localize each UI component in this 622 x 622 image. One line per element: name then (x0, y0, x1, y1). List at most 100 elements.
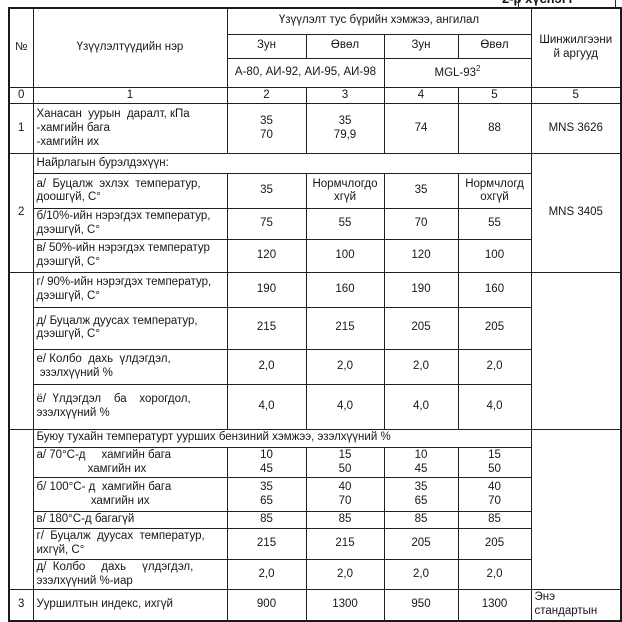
s2-row1-value-1: 55 (305, 208, 385, 240)
s2-row8-value-3: 40 70 (457, 477, 532, 513)
section2-method: MNS 3405 (530, 153, 622, 273)
s2-row7-value-3: 15 50 (457, 446, 532, 479)
s2-row4-name: д/ Буцалж дуусах температур, дээшгүй, С° (32, 306, 228, 350)
s2-row2-name: в/ 50%-ийн нэрэгдэх температур дээшгүй, … (32, 238, 228, 273)
colnum-5: 5 (457, 86, 532, 105)
s2-row7-value-0: 10 45 (226, 446, 307, 479)
colnum-0: 0 (8, 86, 34, 105)
s2-row0-name: а/ Буцалж эхлэх температур, доошгүй, С° (32, 173, 228, 210)
s2-row4-value-0: 215 (226, 306, 307, 350)
page-cut-line (518, 0, 519, 8)
colnum-2: 2 (226, 86, 307, 105)
s2-row6-value-0: 4,0 (226, 383, 307, 430)
s2-row9-value-3: 85 (457, 511, 532, 530)
s2-row2-value-2: 120 (383, 238, 459, 273)
colnum-6: 5 (530, 86, 622, 105)
header-season-winter-1: Өвөл (305, 33, 385, 59)
header-no: № (8, 7, 34, 88)
s2-row1-value-2: 70 (383, 208, 459, 240)
colnum-4: 4 (383, 86, 459, 105)
s2-row2-value-1: 100 (305, 238, 385, 273)
s2-row6-value-2: 4,0 (383, 383, 459, 430)
row1-value-3: 88 (457, 103, 532, 155)
s2-row3-value-1: 160 (305, 271, 385, 308)
colnum-1: 1 (32, 86, 228, 105)
s2-row9-value-0: 85 (226, 511, 307, 530)
s2-row11-value-2: 2,0 (383, 558, 459, 591)
s2-row7-name: а/ 70°С-д хамгийн бага хамгийн их (32, 446, 228, 479)
s2-row11-name: д/ Колбо дахь үлдэгдэл, эзэлхүүний %-иар (32, 558, 228, 591)
header-indicator-name: Үзүүлэлтүүдийн нэр (32, 7, 228, 88)
row3-method: Энэ стандартын (530, 589, 622, 622)
section2-no-spacer-b (8, 271, 34, 430)
page-cut-line (615, 0, 616, 8)
s2-row6-value-3: 4,0 (457, 383, 532, 430)
s2-row7-value-1: 15 50 (305, 446, 385, 479)
s2-row11-value-0: 2,0 (226, 558, 307, 591)
s2-row9-value-1: 85 (305, 511, 385, 530)
row3-value-0: 900 (226, 589, 307, 622)
header-measure-span: Үзүүлэлт тус бүрийн хэмжээ, ангилал (226, 7, 532, 35)
row1-value-2: 74 (383, 103, 459, 155)
header-grades-left: А-80, АИ-92, АИ-95, АИ-98 (226, 57, 385, 88)
header-season-summer-1: Зун (226, 33, 307, 59)
s2-row10-name: г/ Буцалж дуусах температур, ихгүй, С° (32, 528, 228, 560)
s2-row5-value-3: 2,0 (457, 348, 532, 385)
section2-no-spacer-c (8, 428, 34, 591)
row1-value-1: 35 79,9 (305, 103, 385, 155)
row3-name: Ууршилтын индекс, ихгүй (32, 589, 228, 622)
grade-mgl-footnote-mark: 2 (476, 64, 481, 74)
s2-row1-value-0: 75 (226, 208, 307, 240)
s2-row10-value-1: 215 (305, 528, 385, 560)
fuel-spec-table: № Үзүүлэлтүүдийн нэр Үзүүлэлт тус бүрийн… (8, 7, 622, 622)
section2-no: 2 (8, 153, 34, 273)
s2-row5-value-1: 2,0 (305, 348, 385, 385)
s2-row3-value-2: 190 (383, 271, 459, 308)
s2-row10-value-2: 205 (383, 528, 459, 560)
s2-row10-value-3: 205 (457, 528, 532, 560)
s2-row11-value-1: 2,0 (305, 558, 385, 591)
header-grades-right: MGL-932 (383, 57, 532, 88)
s2-row8-name: б/ 100°С- д хамгийн бага хамгийн их (32, 477, 228, 513)
table-caption-cutoff: 2-р хүснэгт (502, 0, 574, 6)
row1-method: MNS 3626 (530, 103, 622, 155)
header-season-summer-2: Зун (383, 33, 459, 59)
s2-row5-value-2: 2,0 (383, 348, 459, 385)
s2-row0-value-1: Нормчлогдо хгүй (305, 173, 385, 210)
s2-row3-value-3: 160 (457, 271, 532, 308)
row1-name: Ханасан уурын даралт, кПа -хамгийн бага … (32, 103, 228, 155)
s2-row9-value-2: 85 (383, 511, 459, 530)
s2-row0-value-3: Нормчлогд охгүй (457, 173, 532, 210)
s2-row1-value-3: 55 (457, 208, 532, 240)
section2-method-spacer-c (530, 428, 622, 591)
row3-value-1: 1300 (305, 589, 385, 622)
row3-value-2: 950 (383, 589, 459, 622)
colnum-3: 3 (305, 86, 385, 105)
row3-value-3: 1300 (457, 589, 532, 622)
s2-row8-value-2: 35 65 (383, 477, 459, 513)
s2-row4-value-2: 205 (383, 306, 459, 350)
s2-row2-value-0: 120 (226, 238, 307, 273)
header-methods: Шинжилгээни й аргууд (530, 7, 622, 88)
s2-row0-value-2: 35 (383, 173, 459, 210)
s2-row6-value-1: 4,0 (305, 383, 385, 430)
row1-no: 1 (8, 103, 34, 155)
s2-row0-value-0: 35 (226, 173, 307, 210)
s2-row10-value-0: 215 (226, 528, 307, 560)
s2-row3-name: г/ 90%-ийн нэрэгдэх температур, дээшгүй,… (32, 271, 228, 308)
s2-row9-name: в/ 180°С-д багагүй (32, 511, 228, 530)
s2-row3-value-0: 190 (226, 271, 307, 308)
s2-row5-value-0: 2,0 (226, 348, 307, 385)
section2-subhead-evaporation: Буюу тухайн температурт уурших бензиний … (32, 428, 532, 448)
section2-subhead-composition: Найрлагын бурэлдэхүүн: (32, 153, 532, 175)
s2-row1-name: б/10%-ийн нэрэгдэх температур, дээшгүй, … (32, 208, 228, 240)
row1-value-0: 35 70 (226, 103, 307, 155)
s2-row8-value-0: 35 65 (226, 477, 307, 513)
header-season-winter-2: Өвөл (457, 33, 532, 59)
s2-row2-value-3: 100 (457, 238, 532, 273)
s2-row4-value-1: 215 (305, 306, 385, 350)
s2-row8-value-1: 40 70 (305, 477, 385, 513)
grade-mgl-label: MGL-93 (434, 67, 477, 80)
s2-row6-name: ё/ Үлдэгдэл ба хорогдол, эзэлхүүний % (32, 383, 228, 430)
